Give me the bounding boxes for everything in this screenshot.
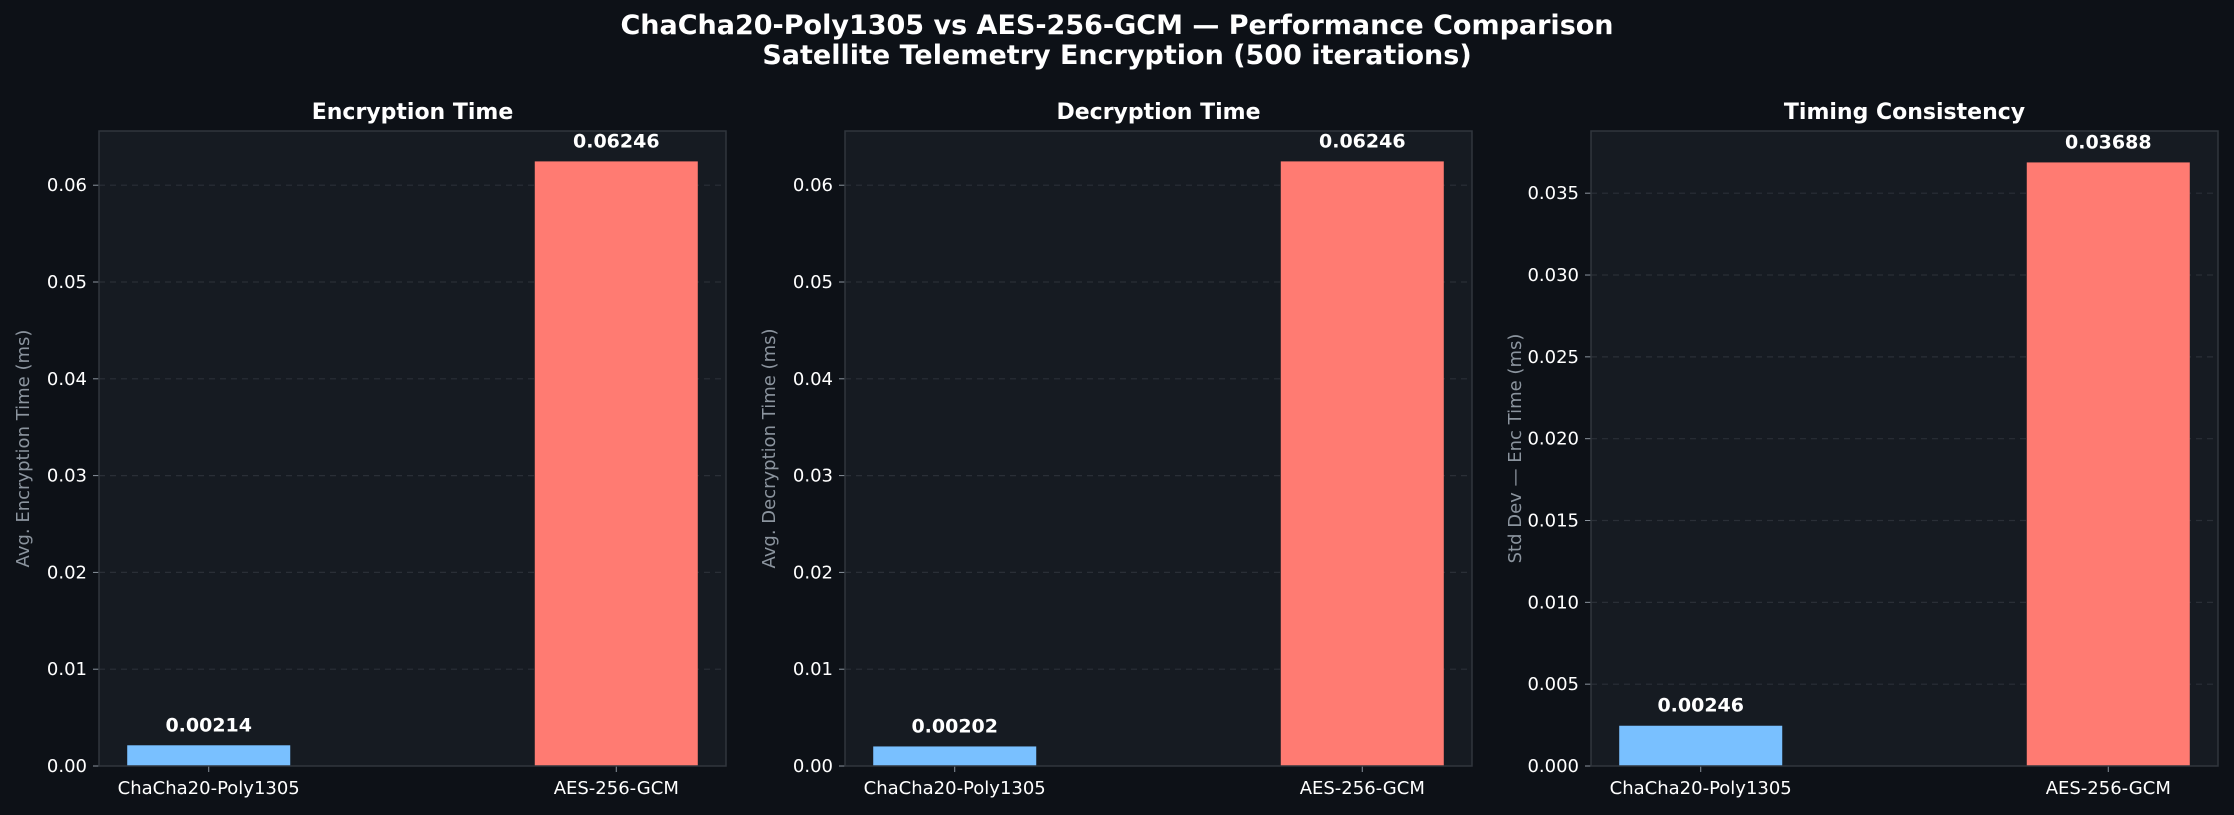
y-tick-label: 0.00 xyxy=(47,756,87,777)
bar-chacha20-poly1305 xyxy=(1619,725,1783,766)
chart-title: Decryption Time xyxy=(1056,100,1260,125)
y-tick-label: 0.02 xyxy=(47,562,87,583)
x-tick-label: ChaCha20-Poly1305 xyxy=(864,778,1046,799)
figure-title-line-2: Satellite Telemetry Encryption (500 iter… xyxy=(762,40,1472,71)
y-tick-label: 0.00 xyxy=(793,756,833,777)
x-tick-label: ChaCha20-Poly1305 xyxy=(118,778,300,799)
bar-aes-256-gcm xyxy=(2026,162,2190,767)
plot-border xyxy=(844,130,1473,767)
y-tick-label: 0.04 xyxy=(793,369,833,390)
plot-border xyxy=(98,130,727,767)
y-tick-label: 0.01 xyxy=(793,659,833,680)
y-tick-label: 0.06 xyxy=(47,175,87,196)
y-tick-label: 0.05 xyxy=(793,272,833,293)
y-tick-label: 0.035 xyxy=(1527,183,1579,204)
y-tick-label: 0.000 xyxy=(1527,756,1579,777)
data-label: 0.06246 xyxy=(1319,130,1406,152)
y-tick-label: 0.04 xyxy=(47,369,87,390)
chart-title: Encryption Time xyxy=(312,100,514,125)
y-tick-label: 0.02 xyxy=(793,562,833,583)
bar-chacha20-poly1305 xyxy=(127,745,291,766)
y-tick-label: 0.015 xyxy=(1527,511,1579,532)
x-tick-label: ChaCha20-Poly1305 xyxy=(1610,778,1792,799)
plot-border xyxy=(1590,130,2219,767)
data-label: 0.00246 xyxy=(1657,695,1744,717)
y-tick-label: 0.03 xyxy=(793,466,833,487)
bar-aes-256-gcm xyxy=(534,161,698,766)
data-label: 0.00214 xyxy=(165,714,252,736)
data-label: 0.03688 xyxy=(2065,131,2152,153)
bar-chacha20-poly1305 xyxy=(873,746,1037,766)
chart-panel-2: 0.00 0.01 0.02 0.03 0.04 0.05 0.06 0.00202 ChaCh… xyxy=(759,100,1473,799)
y-tick-label: 0.025 xyxy=(1527,347,1579,368)
y-tick-label: 0.010 xyxy=(1527,592,1579,613)
y-tick-label: 0.05 xyxy=(47,272,87,293)
y-tick-label: 0.030 xyxy=(1527,265,1579,286)
chart-title: Timing Consistency xyxy=(1784,100,2025,125)
y-tick-label: 0.01 xyxy=(47,659,87,680)
bar-aes-256-gcm xyxy=(1280,161,1444,766)
data-label: 0.06246 xyxy=(573,130,660,152)
x-tick-label: AES-256-GCM xyxy=(2046,778,2171,799)
x-tick-label: AES-256-GCM xyxy=(1300,778,1425,799)
y-axis-label: Avg. Decryption Time (ms) xyxy=(759,328,780,568)
x-tick-label: AES-256-GCM xyxy=(554,778,679,799)
data-label: 0.00202 xyxy=(911,715,998,737)
y-axis-label: Avg. Encryption Time (ms) xyxy=(13,330,34,568)
y-tick-label: 0.020 xyxy=(1527,429,1579,450)
y-tick-label: 0.005 xyxy=(1527,674,1579,695)
chart-panel-3: 0.000 0.005 0.010 0.015 0.020 0.025 0.030 0.035… xyxy=(1505,100,2219,799)
y-tick-label: 0.03 xyxy=(47,466,87,487)
y-axis-label: Std Dev — Enc Time (ms) xyxy=(1505,334,1526,564)
chart-panel-1: 0.00 0.01 0.02 0.03 0.04 0.05 0.06 0.00214 ChaCh… xyxy=(13,100,727,799)
y-tick-label: 0.06 xyxy=(793,175,833,196)
figure-title-line-1: ChaCha20-Poly1305 vs AES-256-GCM — Perfo… xyxy=(620,10,1614,41)
